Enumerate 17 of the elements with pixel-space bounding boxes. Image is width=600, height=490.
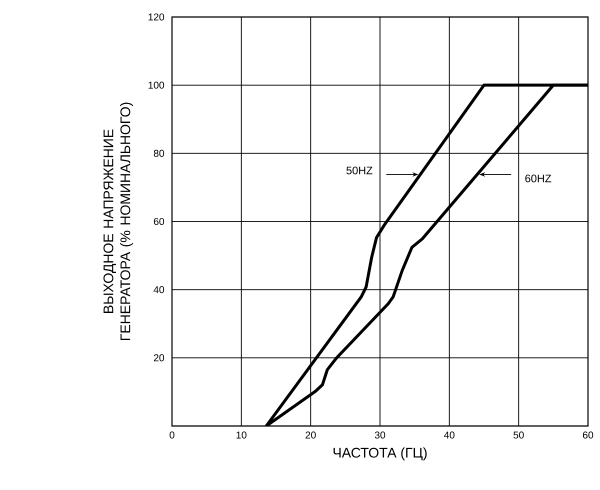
annotation: 50HZ [346, 166, 372, 174]
x-tick-label: 30 [374, 432, 386, 439]
y-tick-label: 100 [148, 82, 164, 89]
y-tick-label: 60 [154, 218, 164, 226]
y-tick-label: 120 [148, 13, 164, 21]
x-tick-label: 50 [514, 432, 524, 439]
x-tick-label: 10 [236, 432, 246, 439]
y-tick-label: 80 [154, 150, 164, 157]
y-tick-label: 40 [154, 286, 164, 294]
x-axis-title: ЧАСТОТА (ГЦ) [334, 447, 427, 460]
x-tick-label: 20 [306, 432, 316, 439]
y-tick-label: 20 [154, 354, 164, 362]
annotation: 60HZ [525, 174, 552, 182]
y-axis-title: ВЫХОДНОЕ НАПРЯЖЕНИЕ ГЕНЕРАТОРА (% НОМИНАЛЬНОГО) [103, 102, 134, 340]
x-tick-label: 0 [170, 432, 174, 439]
x-tick-label: 60 [582, 432, 594, 439]
x-tick-label: 40 [444, 432, 454, 439]
